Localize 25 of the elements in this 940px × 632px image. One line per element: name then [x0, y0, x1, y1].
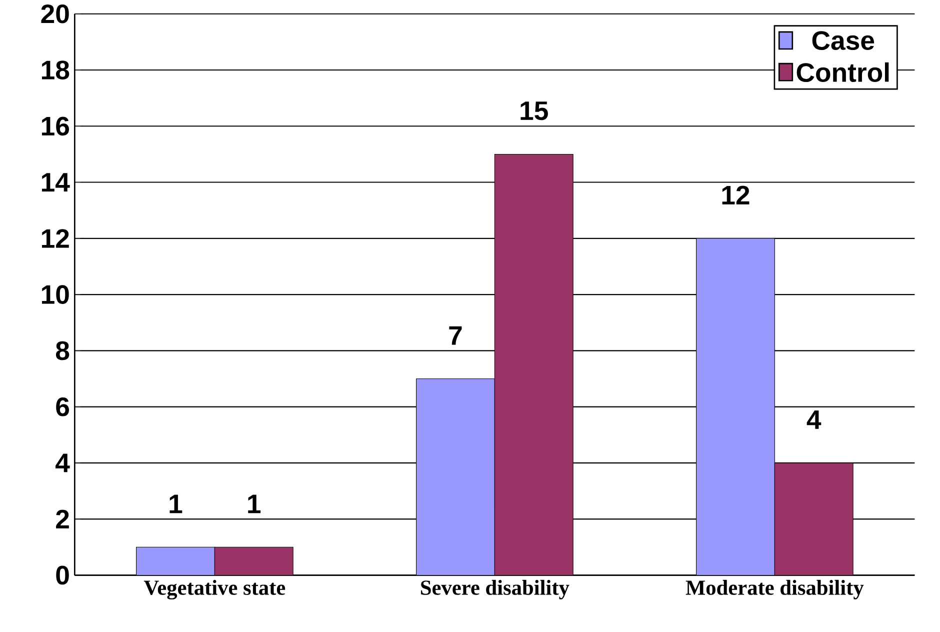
x-tick-label: Vegetative state: [144, 580, 286, 600]
y-tick-label: 14: [42, 173, 70, 192]
y-tick-label: 2: [56, 510, 69, 528]
y-tick-label: 8: [56, 341, 70, 360]
data-label: 15: [520, 101, 548, 120]
y-tick-label: 10: [42, 285, 69, 304]
y-tick-label: 0: [56, 566, 69, 585]
legend-label: Control: [796, 62, 889, 82]
y-tick-label: 6: [56, 397, 69, 416]
bar: [416, 378, 495, 576]
y-tick-label: 18: [42, 60, 70, 80]
data-label: 4: [806, 410, 822, 429]
bar: [136, 546, 215, 576]
data-label: 1: [248, 494, 261, 513]
data-label: 12: [722, 186, 750, 204]
data-label: 1: [170, 494, 182, 513]
data-label: 7: [449, 326, 462, 345]
x-tick-label: Moderate disability: [686, 580, 864, 600]
y-tick-label: 4: [56, 454, 70, 472]
y-tick-label: 20: [41, 4, 69, 24]
y-tick-label: 12: [42, 229, 69, 248]
y-tick-label: 16: [42, 116, 69, 136]
x-tick-label: Severe disability: [421, 580, 570, 600]
bar: [696, 238, 775, 576]
legend-label: Case: [812, 31, 874, 50]
